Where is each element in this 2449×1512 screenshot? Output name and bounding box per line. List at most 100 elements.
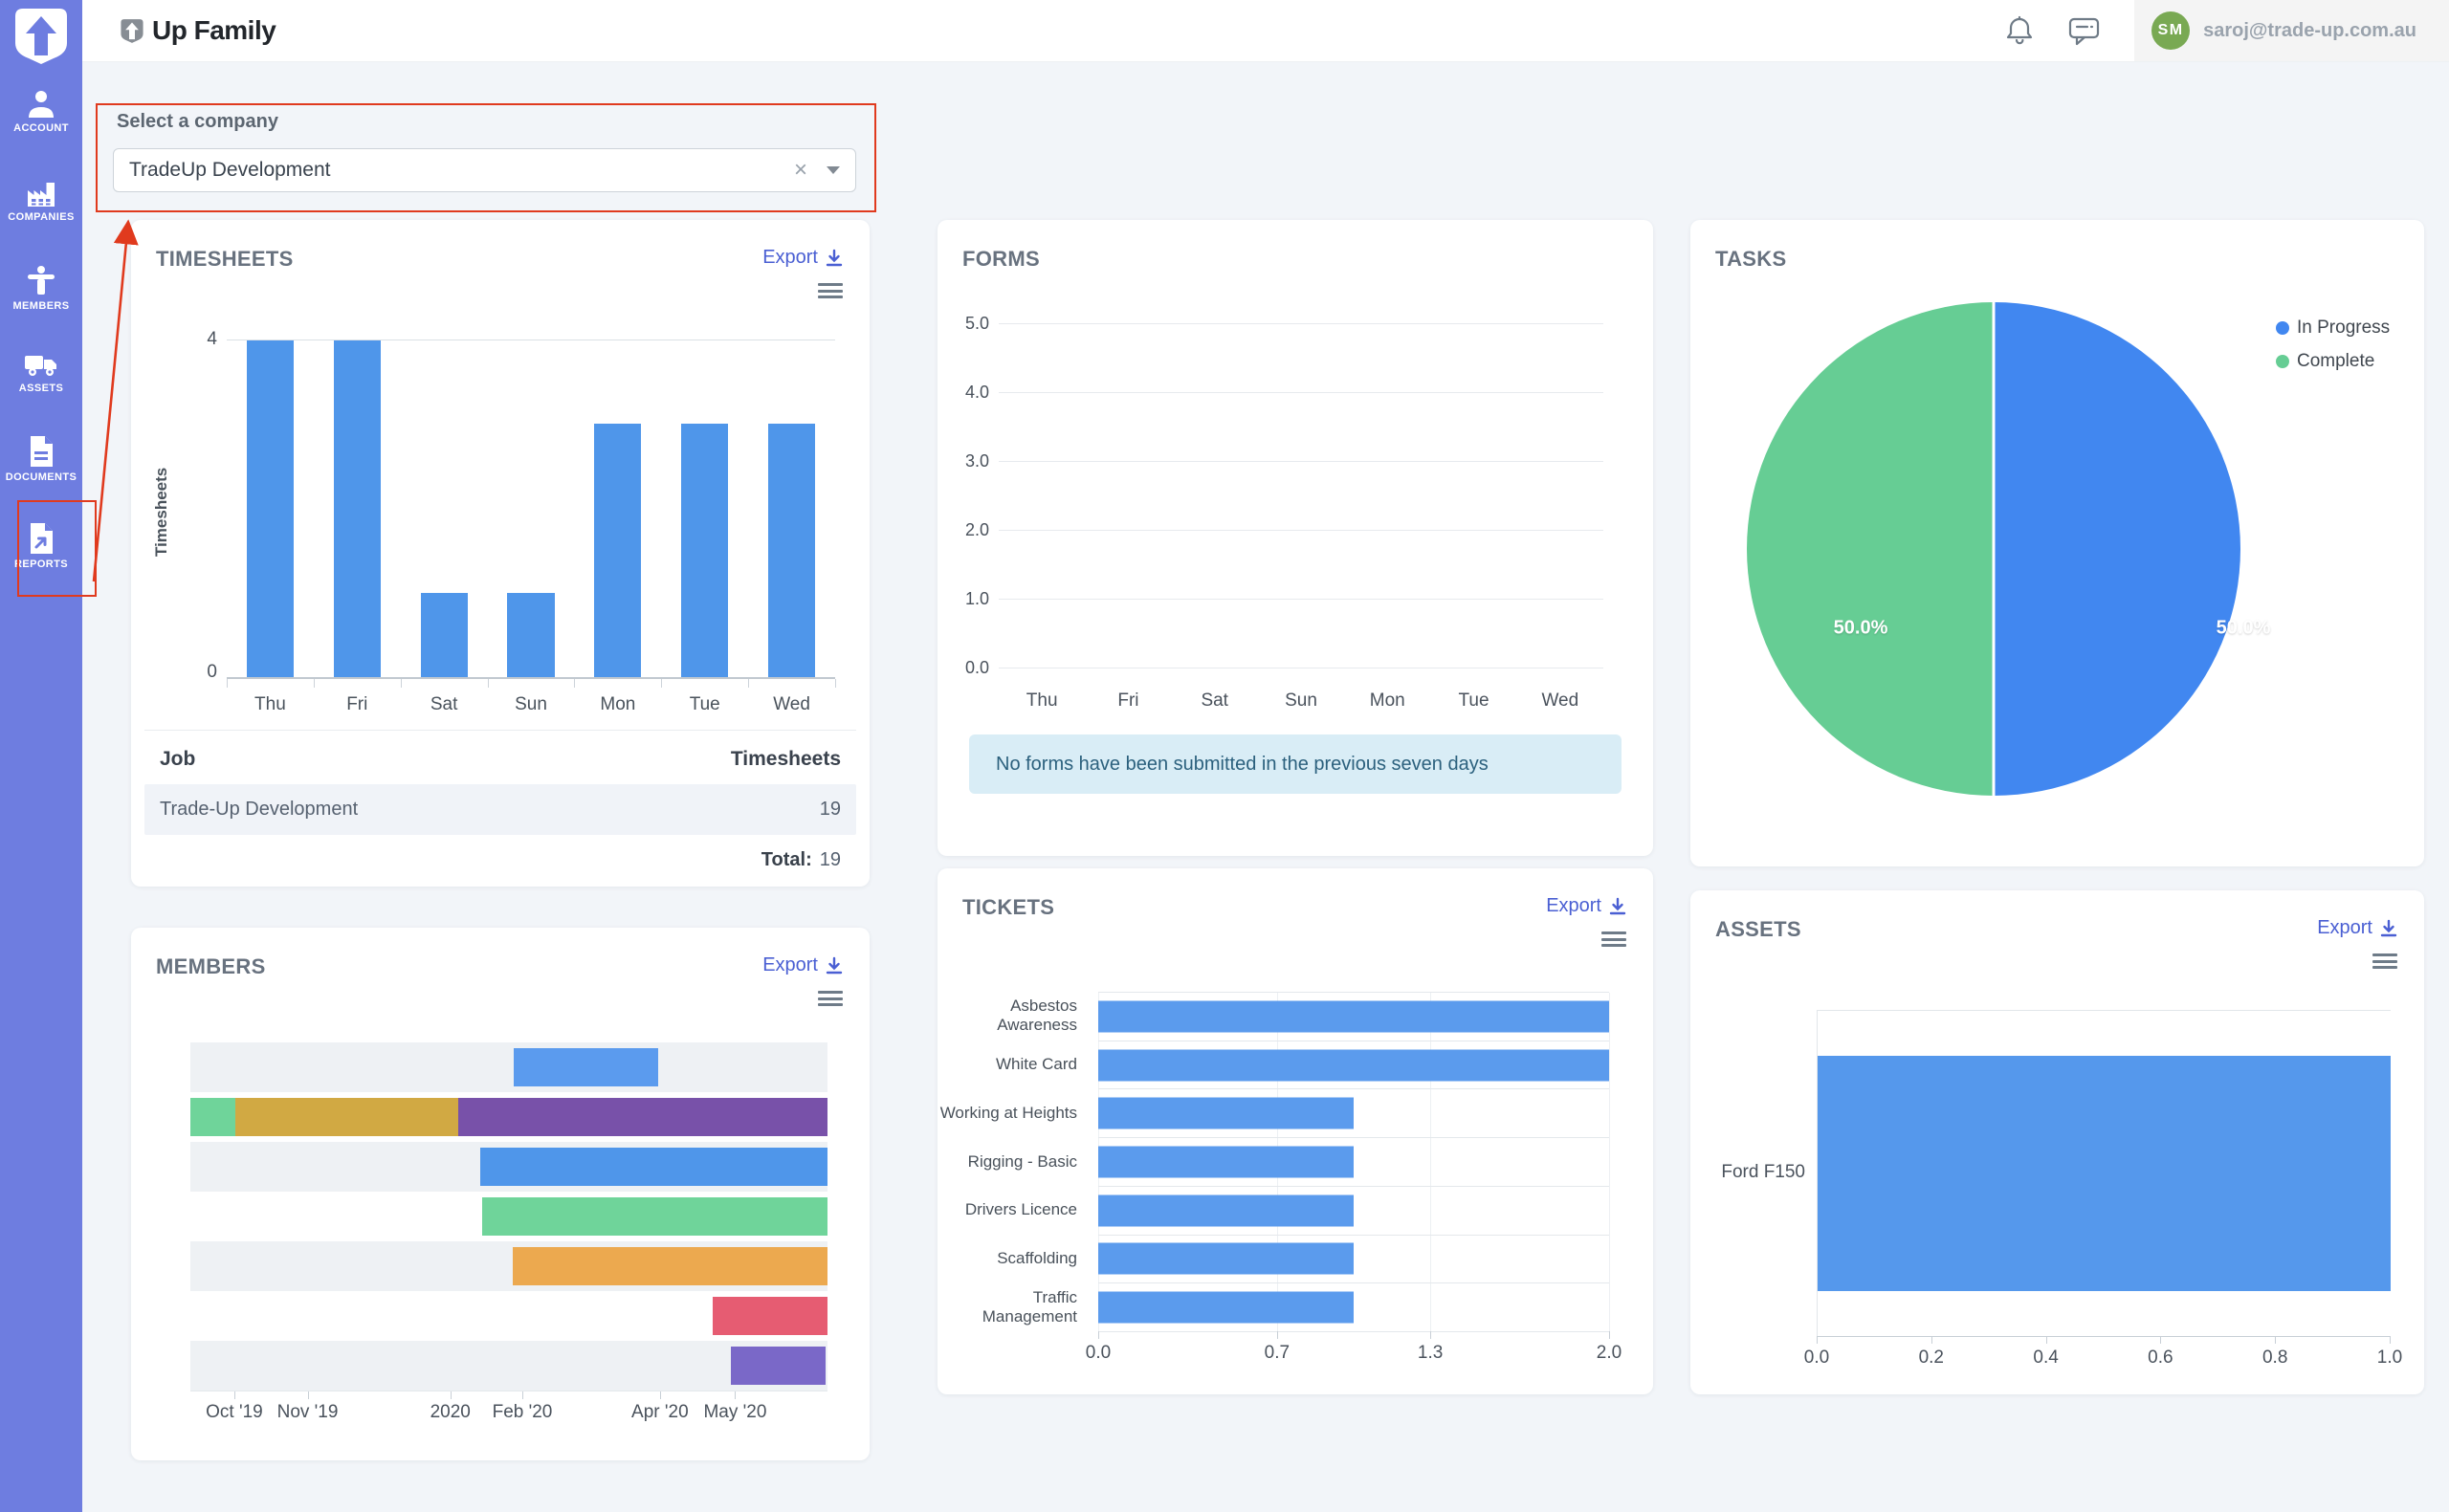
bar-row	[1098, 1041, 1609, 1090]
x-axis-label: Wed	[1541, 690, 1579, 711]
timesheets-table: Job Timesheets Trade-Up Development 19 T…	[144, 731, 856, 886]
axis-tick	[227, 679, 314, 688]
menu-icon[interactable]	[2372, 953, 2397, 969]
export-button[interactable]: Export	[1546, 895, 1626, 917]
axis-tick	[1098, 1331, 1099, 1339]
company-select[interactable]: TradeUp Development ×	[113, 148, 856, 192]
notifications-button[interactable]	[2005, 15, 2034, 47]
messages-button[interactable]	[2068, 16, 2100, 46]
bar-row	[1098, 1187, 1609, 1236]
category-label: Working at Heights	[939, 1103, 1077, 1122]
x-axis-labels: Thu Fri Sat Sun Mon Tue Wed	[227, 694, 835, 715]
shield-arrow-logo-icon	[15, 9, 67, 64]
category-label: Asbestos Awareness	[997, 997, 1077, 1035]
bar-row	[1098, 1089, 1609, 1139]
card-title: TICKETS	[962, 895, 1055, 919]
sidebar-item-label: ACCOUNT	[13, 122, 69, 134]
tasks-pie-chart	[1747, 302, 2240, 796]
chevron-down-icon[interactable]	[827, 166, 840, 174]
x-axis-label: Sat	[1201, 690, 1228, 711]
x-axis-label: Feb '20	[492, 1402, 553, 1422]
sidebar-item-documents[interactable]: DOCUMENTS	[0, 435, 82, 483]
card-title: TASKS	[1715, 247, 1787, 271]
x-axis-ticks	[227, 679, 836, 688]
user-email: saroj@trade-up.com.au	[2203, 19, 2416, 41]
sidebar-item-members[interactable]: MEMBERS	[0, 264, 82, 312]
sidebar-item-account[interactable]: ACCOUNT	[0, 88, 82, 134]
legend-item[interactable]: Complete	[2276, 351, 2390, 372]
assets-card: ASSETS Export Ford F150 0.0 0.2 0.4 0.6 0.8 1…	[1690, 890, 2424, 1394]
sidebar-item-reports[interactable]: REPORTS	[0, 522, 82, 570]
menu-icon[interactable]	[818, 991, 843, 1006]
sidebar-item-label: DOCUMENTS	[5, 471, 77, 483]
gridline	[999, 529, 1603, 531]
axis-tick	[2160, 1336, 2162, 1344]
gantt-bar	[457, 1098, 827, 1136]
app-logo[interactable]	[14, 8, 68, 65]
category-labels: Asbestos Awareness White Card Working at H…	[938, 992, 1089, 1331]
gantt-bar	[482, 1197, 827, 1236]
members-icon	[28, 266, 55, 295]
card-title: MEMBERS	[156, 954, 266, 978]
y-axis-label: 1.0	[964, 588, 989, 608]
export-button[interactable]: Export	[762, 954, 843, 976]
gantt-row	[190, 1291, 827, 1341]
gridline	[999, 391, 1603, 393]
axis-tick	[313, 679, 401, 688]
y-axis-label: 2.0	[964, 519, 989, 539]
x-axis-label: Mon	[1369, 690, 1405, 711]
assets-icon	[25, 356, 56, 376]
x-axis-label: Fri	[346, 694, 368, 714]
empty-state-message: No forms have been submitted in the prev…	[969, 734, 1622, 794]
brand-name: Up Family	[152, 15, 276, 45]
gantt-bar	[512, 1247, 827, 1285]
axis-tick	[487, 679, 575, 688]
header-actions: SM saroj@trade-up.com.au	[2005, 0, 2449, 61]
sidebar-item-companies[interactable]: COMPANIES	[0, 177, 82, 223]
account-menu[interactable]: SM saroj@trade-up.com.au	[2134, 0, 2449, 61]
x-axis-label: 0.7	[1264, 1343, 1291, 1363]
chart-legend: In Progress Complete	[2276, 318, 2390, 372]
legend-dot-icon	[2276, 321, 2289, 335]
axis-tick	[574, 679, 661, 688]
menu-icon[interactable]	[818, 283, 843, 298]
x-axis-label: Tue	[1458, 690, 1489, 711]
assets-bar-chart	[1817, 1010, 2391, 1337]
axis-tick	[1276, 1331, 1278, 1339]
brand[interactable]: Up Family	[82, 15, 276, 46]
x-axis-label: Thu	[1026, 690, 1058, 711]
axis-tick	[1430, 1331, 1432, 1339]
y-axis-label: 0	[207, 662, 217, 682]
category-label: White Card	[995, 1055, 1077, 1074]
gantt-bar	[234, 1098, 458, 1136]
gantt-row	[190, 1142, 827, 1192]
timesheets-bar	[333, 340, 381, 677]
y-axis-label: 5.0	[964, 313, 989, 333]
members-gantt-chart	[190, 1042, 827, 1391]
tickets-bar-chart	[1098, 992, 1610, 1333]
bar-row	[1098, 1138, 1609, 1187]
companies-icon	[28, 183, 55, 207]
export-button[interactable]: Export	[762, 247, 843, 269]
gridline	[1430, 993, 1432, 1332]
top-header: Up Family SM saroj@trade-up.com.au	[82, 0, 2449, 62]
sidebar-item-label: MEMBERS	[12, 300, 70, 312]
forms-empty-chart: 5.0 4.0 3.0 2.0 1.0 0.0	[943, 314, 1603, 677]
legend-item[interactable]: In Progress	[2276, 318, 2390, 339]
menu-icon[interactable]	[1601, 931, 1626, 947]
x-axis-label: 0.2	[1918, 1348, 1945, 1368]
axis-tick	[659, 1391, 661, 1399]
chat-icon	[2069, 17, 2100, 45]
timesheets-bar	[507, 592, 555, 677]
export-button[interactable]: Export	[2317, 917, 2397, 939]
x-axis-labels: Thu Fri Sat Sun Mon Tue Wed	[999, 690, 1603, 712]
x-axis-label: Oct '19	[206, 1402, 263, 1422]
sidebar-item-assets[interactable]: ASSETS	[0, 350, 82, 394]
axis-tick	[748, 679, 835, 688]
clear-selection-icon[interactable]: ×	[793, 157, 807, 183]
timesheets-bar	[594, 424, 642, 677]
y-axis-label: 0.0	[964, 657, 989, 677]
axis-tick	[1931, 1336, 1932, 1344]
timesheets-bar-slot	[748, 340, 835, 677]
x-axis-labels: Oct '19 Nov '19 2020 Feb '20 Apr '20 May '20	[190, 1391, 827, 1426]
